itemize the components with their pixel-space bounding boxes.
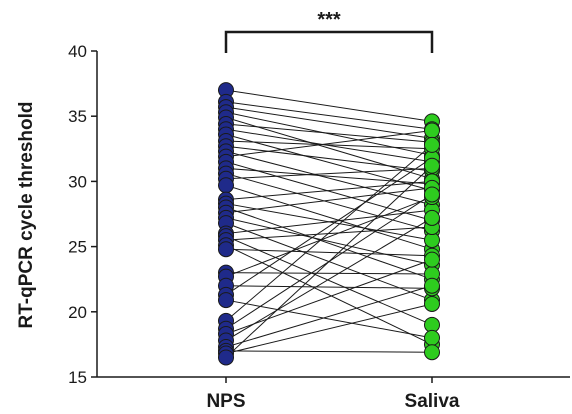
- pair-line: [225, 150, 433, 206]
- y-tick-label: 20: [68, 303, 87, 322]
- saliva-point: [424, 122, 440, 139]
- saliva-point: [424, 157, 440, 174]
- pair-line: [225, 259, 433, 335]
- y-tick-label: 35: [68, 107, 87, 126]
- y-axis-label: RT-qPCR cycle threshold: [16, 102, 37, 329]
- pair-line: [225, 217, 433, 266]
- pair-line: [225, 209, 433, 235]
- x-category-label-nps: NPS: [206, 391, 245, 412]
- pair-line: [225, 196, 433, 278]
- saliva-point: [424, 186, 440, 203]
- y-tick-label: 15: [68, 368, 87, 387]
- pair-line: [225, 207, 433, 280]
- saliva-point: [424, 136, 440, 153]
- pair-line: [225, 130, 433, 158]
- pair-line: [225, 111, 433, 156]
- pair-line: [225, 187, 433, 214]
- saliva-point: [424, 277, 440, 294]
- pair-line: [225, 128, 433, 163]
- pair-line: [225, 235, 433, 326]
- pair-line: [225, 248, 433, 257]
- significance-stars: ***: [317, 9, 341, 31]
- y-tick-label: 40: [68, 42, 87, 61]
- pair-line: [225, 145, 433, 172]
- nps-point: [218, 349, 234, 366]
- pair-line: [225, 350, 433, 353]
- y-tick-label: 30: [68, 172, 87, 191]
- y-axis: 15 20 25 30 35 40: [68, 42, 98, 387]
- pair-line: [225, 123, 433, 143]
- pair-line: [225, 89, 433, 122]
- data-points: [218, 82, 440, 366]
- pair-line: [225, 244, 433, 345]
- saliva-point: [424, 344, 440, 361]
- pair-line: [225, 285, 433, 348]
- pair-line: [225, 167, 433, 185]
- significance-bracket: [224, 30, 434, 53]
- pair-line: [225, 299, 433, 339]
- y-tick-label: 25: [68, 238, 87, 257]
- pair-line: [225, 272, 433, 275]
- x-axis: NPS Saliva: [97, 376, 570, 412]
- pair-lines: [225, 89, 433, 358]
- pair-line: [225, 167, 433, 180]
- saliva-point: [424, 209, 440, 226]
- nps-point: [218, 241, 234, 258]
- saliva-point: [424, 295, 440, 312]
- pair-line: [225, 165, 433, 358]
- pair-line: [225, 144, 433, 322]
- x-category-label-saliva: Saliva: [405, 391, 460, 412]
- pair-line: [225, 117, 433, 180]
- pair-line: [225, 101, 433, 130]
- pair-line: [225, 285, 433, 289]
- pair-line: [225, 106, 433, 139]
- pair-line: [225, 303, 433, 355]
- pair-line: [225, 217, 433, 341]
- saliva-point: [424, 251, 440, 268]
- pair-line: [225, 157, 433, 296]
- significance-annotation: ***: [224, 9, 434, 53]
- nps-point: [218, 292, 234, 309]
- pair-line: [225, 140, 433, 150]
- pair-line: [225, 173, 433, 232]
- saliva-point: [424, 329, 440, 346]
- nps-point: [218, 177, 234, 194]
- pair-line: [225, 180, 433, 201]
